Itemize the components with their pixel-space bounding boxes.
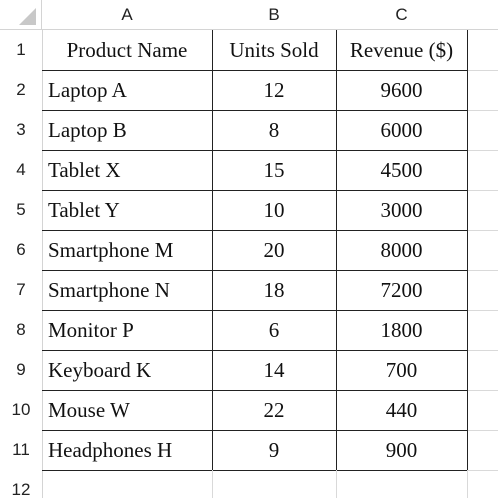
data-cell[interactable]: Laptop B [42,110,213,151]
data-cell[interactable]: 12 [212,70,337,111]
data-cell[interactable]: Smartphone M [42,230,213,271]
data-cell[interactable]: 14 [212,350,337,391]
select-all-corner[interactable] [0,0,42,30]
data-cell[interactable]: Laptop A [42,70,213,111]
empty-cell[interactable] [468,30,498,71]
empty-cell[interactable] [468,190,498,231]
column-header[interactable]: B [212,0,337,30]
data-cell[interactable]: 6000 [336,110,468,151]
empty-cell[interactable] [468,70,498,111]
data-cell[interactable]: Monitor P [42,310,213,351]
empty-cell[interactable] [468,430,498,471]
row-header[interactable]: 4 [0,150,43,191]
empty-cell[interactable] [42,470,213,498]
data-cell[interactable]: 20 [212,230,337,271]
data-cell[interactable]: 9600 [336,70,468,111]
row-header[interactable]: 6 [0,230,43,271]
row-header[interactable]: 7 [0,270,43,311]
row-header[interactable]: 9 [0,350,43,391]
column-header[interactable] [467,0,498,30]
column-header[interactable]: C [336,0,468,30]
data-cell[interactable]: 10 [212,190,337,231]
data-cell[interactable]: Tablet Y [42,190,213,231]
data-cell[interactable]: 440 [336,390,468,431]
row-header[interactable]: 3 [0,110,43,151]
row-header[interactable]: 12 [0,470,43,498]
data-cell[interactable]: 3000 [336,190,468,231]
empty-cell[interactable] [212,470,337,498]
data-cell[interactable]: 1800 [336,310,468,351]
header-cell[interactable]: Revenue ($) [336,30,468,71]
data-cell[interactable]: 6 [212,310,337,351]
data-cell[interactable]: 8 [212,110,337,151]
data-cell[interactable]: 4500 [336,150,468,191]
empty-cell[interactable] [468,390,498,431]
empty-cell[interactable] [336,470,468,498]
row-header[interactable]: 2 [0,70,43,111]
header-cell[interactable]: Product Name [42,30,213,71]
row-header[interactable]: 11 [0,430,43,471]
data-cell[interactable]: Mouse W [42,390,213,431]
data-cell[interactable]: 9 [212,430,337,471]
data-cell[interactable]: 7200 [336,270,468,311]
header-cell[interactable]: Units Sold [212,30,337,71]
column-header[interactable]: A [42,0,213,30]
data-cell[interactable]: 8000 [336,230,468,271]
row-header[interactable]: 1 [0,30,43,71]
empty-cell[interactable] [468,470,498,498]
empty-cell[interactable] [468,350,498,391]
empty-cell[interactable] [468,270,498,311]
data-cell[interactable]: Tablet X [42,150,213,191]
row-header[interactable]: 8 [0,310,43,351]
data-cell[interactable]: Smartphone N [42,270,213,311]
data-cell[interactable]: Keyboard K [42,350,213,391]
data-cell[interactable]: 15 [212,150,337,191]
data-cell[interactable]: 22 [212,390,337,431]
corner-icon [19,7,36,25]
empty-cell[interactable] [468,110,498,151]
data-cell[interactable]: Headphones H [42,430,213,471]
empty-cell[interactable] [468,310,498,351]
data-cell[interactable]: 18 [212,270,337,311]
row-header[interactable]: 10 [0,390,43,431]
empty-cell[interactable] [468,150,498,191]
data-cell[interactable]: 700 [336,350,468,391]
row-header[interactable]: 5 [0,190,43,231]
data-cell[interactable]: 900 [336,430,468,471]
empty-cell[interactable] [468,230,498,271]
